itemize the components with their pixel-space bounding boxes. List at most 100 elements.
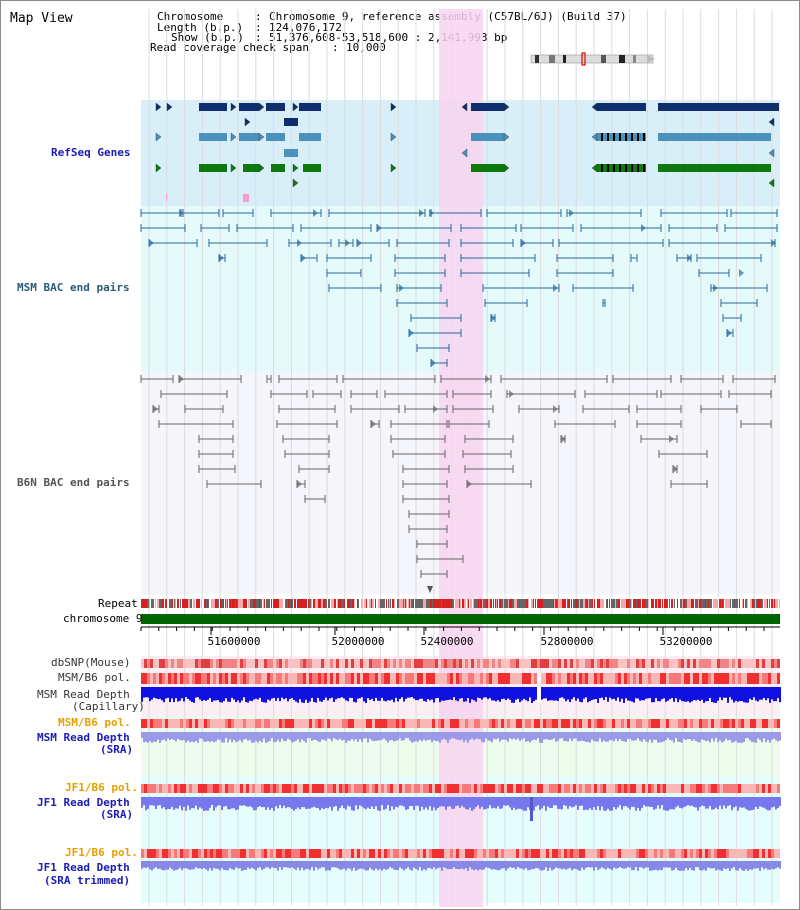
gene-block [299,103,321,111]
msm-b6-pol-strip [219,673,222,684]
jf1-pol-strip [408,784,411,793]
jf1-pol-strip [330,784,333,793]
dbsnp-strip [423,659,426,668]
msm-capillary-depth-bar [775,687,777,702]
msm-sra-depth-bar [723,732,725,742]
jf1-pol-trimmed-strip [519,849,522,858]
dbsnp-strip [549,659,552,668]
msm-capillary-depth-bar [649,687,651,699]
msm-sra-depth-bar [341,732,343,741]
repeat-mark [248,599,250,608]
msm-b6-pol-strip [489,673,492,684]
dbsnp-strip [375,659,378,668]
dbsnp-strip [420,659,423,668]
jf1-pol-trimmed-strip [435,849,438,858]
msm-capillary-depth-bar [399,687,401,699]
dbsnp-strip [447,659,450,668]
repeat-mark [459,599,460,608]
msm-sra-depth-bar [307,732,309,739]
jf1-depth-bar [359,797,361,806]
dbsnp-strip [555,659,558,668]
msm-capillary-depth-bar [161,687,163,701]
dbsnp-strip [642,659,645,668]
jf1-trimmed-depth-bar [307,861,309,869]
dbsnp-strip [345,659,348,668]
jf1-pol-strip [627,784,630,793]
msm-sra-depth-bar [191,732,193,742]
msm-b6-pol-strip [183,673,186,684]
dbsnp-strip [651,659,654,668]
msm-sra-depth-bar [483,732,485,743]
msm-b6-pol-sra-strip [228,719,231,728]
msm-b6-pol-strip [237,673,240,684]
msm-sra-depth-bar [175,732,177,742]
repeat-mark [692,599,694,608]
jf1-depth-bar [445,797,447,810]
dbsnp-strip [684,659,687,668]
dbsnp-strip [390,659,393,668]
dbsnp-strip [501,659,504,668]
jf1-trimmed-depth-bar [175,861,177,870]
jf1-trimmed-depth-bar [775,861,777,869]
msm-capillary-depth-bar [347,687,349,702]
jf1-trimmed-depth-bar [483,861,485,870]
dbsnp-strip [774,659,777,668]
msm-capillary-depth-bar [241,687,243,701]
repeat-mark [232,599,235,608]
msm-sra-depth-bar [171,732,173,740]
repeat-mark [358,599,359,608]
msm-b6-pol-sra-strip [744,719,747,728]
msm-b6-pol-sra-strip [177,719,180,728]
chromosome-bar [141,614,780,624]
dbsnp-strip [147,659,150,668]
msm-capillary-depth-bar [721,687,723,701]
msm-capillary-depth-bar [263,687,265,703]
msm-sra-depth-bar [351,732,353,739]
msm-b6-pol-strip [459,673,462,684]
gene-strand-arrow [292,163,299,173]
msm-capillary-depth-bar [675,687,677,699]
dbsnp-strip [705,659,708,668]
repeat-mark [568,599,570,608]
msm-capillary-depth-bar [395,687,397,698]
dbsnp-strip [663,659,666,668]
msm-b6-pol-strip [549,673,552,684]
axis-tick-label: 51600000 [208,635,261,648]
msm-b6-pol-strip [249,673,252,684]
gene-strand-arrow [461,102,468,112]
jf1-trimmed-depth-bar [577,861,579,871]
jf1-depth-bar [437,797,439,808]
jf1-trimmed-depth-bar [309,861,311,871]
gene-strand-arrow [155,102,162,112]
jf1-trimmed-depth-bar [339,861,341,870]
jf1-pol-trimmed-strip [183,849,186,858]
gene-strand-arrow [155,132,162,142]
msm-b6-pol-strip [558,673,561,684]
jf1-depth-bar [523,797,525,811]
msm-b6-pol-strip [378,673,381,684]
jf1-depth-bar [467,797,469,810]
jf1-trimmed-depth-bar [621,861,623,869]
msm-capillary-depth-bar [231,687,233,698]
jf1-depth-bar [729,797,731,806]
gene-strand-arrow [591,102,598,112]
jf1-pol-strip [303,784,306,793]
msm-sra-depth-bar [255,732,257,741]
msm-b6-pol-strip [534,673,537,684]
msm-capillary-depth-bar [353,687,355,702]
msm-b6-pol-sra-strip [732,719,735,728]
jf1-trimmed-depth-bar [413,861,415,868]
jf1-pol-strip [252,784,255,793]
msm-b6-pol-strip [750,673,753,684]
jf1-trimmed-depth-bar [279,861,281,868]
jf1-pol-strip [714,784,717,793]
dbsnp-strip [771,659,774,668]
dbsnp-strip [513,659,516,668]
msm-b6-pol-sra-strip [408,719,411,728]
jf1-pol-trimmed-strip [378,849,381,858]
msm-capillary-depth-bar [477,687,479,698]
jf1-depth-bar [255,797,257,811]
dbsnp-strip [198,659,201,668]
jf1-pol-strip [528,784,531,793]
